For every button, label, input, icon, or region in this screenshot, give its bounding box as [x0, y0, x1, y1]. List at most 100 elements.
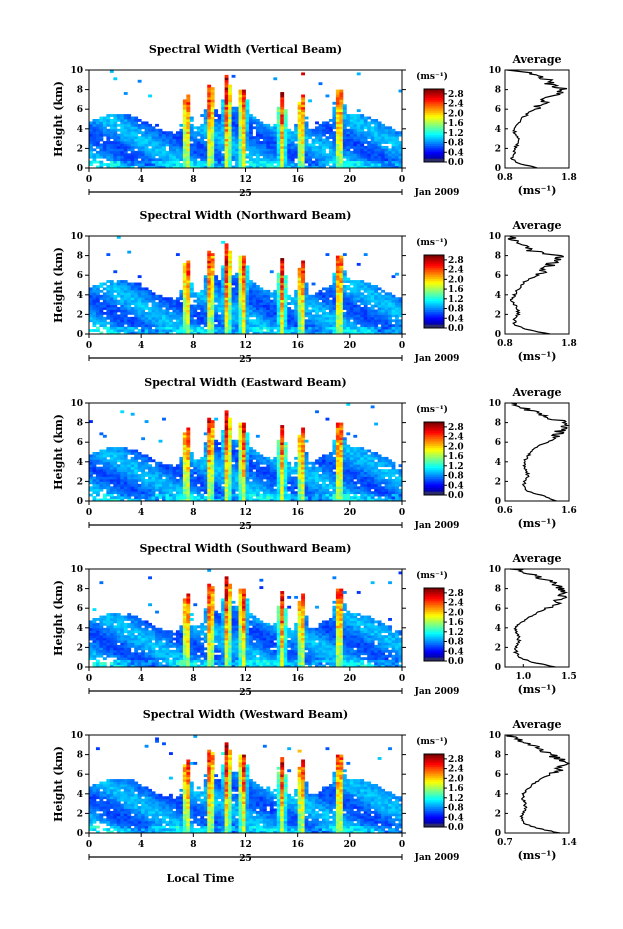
heatmap-cell: [255, 136, 260, 139]
colorbar-cell: [424, 140, 444, 143]
heatmap-cell: [130, 148, 135, 152]
heatmap-cell: [109, 282, 114, 286]
heatmap-cell: [207, 311, 212, 315]
heatmap-cell: [179, 148, 184, 152]
heatmap-cell: [252, 292, 257, 296]
heatmap-cell: [398, 155, 403, 159]
heatmap-cell: [248, 153, 253, 157]
heatmap-cell: [388, 131, 392, 135]
heatmap-cell: [388, 292, 392, 296]
heatmap-cell: [207, 265, 212, 269]
heatmap-cell: [196, 143, 201, 147]
heatmap-cell: [196, 131, 201, 135]
heatmap-cell: [360, 285, 365, 288]
heatmap-cell: [245, 498, 250, 502]
colorbar-tick-label: 2.8: [448, 90, 464, 100]
heatmap-cell: [356, 297, 361, 301]
heatmap-cell: [214, 314, 219, 318]
heatmap-cell: [242, 148, 246, 152]
heatmap-cell: [276, 277, 281, 281]
heatmap-cell: [297, 326, 302, 330]
heatmap-cell: [238, 292, 243, 296]
heatmap-cell: [342, 121, 347, 125]
heatmap-cell: [360, 114, 365, 117]
heatmap-cell: [203, 155, 208, 159]
heatmap-cell: [141, 165, 146, 169]
heatmap-cell: [231, 309, 236, 313]
x-tick-label: 16: [291, 341, 304, 351]
heatmap-cell: [245, 326, 250, 330]
heatmap-cell: [116, 292, 121, 296]
heatmap-cell: [165, 478, 170, 482]
heatmap-cell: [144, 163, 149, 166]
heatmap-cell: [398, 150, 403, 154]
heatmap-cell: [186, 153, 191, 157]
heatmap-cell: [203, 150, 208, 154]
heatmap-cell: [221, 498, 226, 502]
heatmap-cell: [106, 469, 111, 472]
heatmap-cell: [221, 481, 226, 485]
heatmap-cell: [95, 307, 100, 310]
heatmap-cell: [123, 119, 128, 122]
heatmap-cell: [130, 464, 135, 468]
heatmap-cell: [224, 319, 229, 323]
heatmap-cell: [207, 491, 212, 495]
heatmap-cell: [196, 319, 201, 323]
heatmap-cell: [301, 289, 306, 293]
heatmap-cell: [102, 304, 107, 308]
heatmap-cell: [127, 316, 132, 320]
heatmap-cell: [308, 321, 312, 325]
heatmap-cell: [259, 314, 264, 318]
heatmap-cell: [269, 329, 274, 332]
heatmap-cell: [342, 275, 347, 279]
heatmap-cell: [308, 329, 312, 332]
heatmap-cell: [287, 331, 292, 335]
heatmap-cell: [102, 483, 107, 487]
heatmap-cell: [242, 444, 246, 448]
heatmap-cell: [262, 163, 267, 166]
heatmap-cell: [322, 331, 326, 335]
heatmap-cell: [245, 464, 250, 468]
heatmap-cell: [248, 452, 253, 455]
heatmap-cell: [207, 89, 212, 93]
heatmap-cell: [137, 155, 142, 159]
heatmap-cell: [255, 483, 260, 487]
heatmap-cell: [335, 114, 340, 117]
heatmap-cell: [346, 128, 351, 132]
heatmap-cell: [99, 316, 104, 320]
colorbar-cell: [424, 326, 444, 329]
heatmap-cell: [99, 469, 104, 472]
heatmap-cell: [346, 160, 351, 164]
heatmap-cell: [259, 148, 264, 152]
heatmap-cell: [283, 329, 288, 332]
heatmap-cell: [235, 452, 239, 455]
heatmap-cell: [224, 116, 229, 120]
heatmap-cell: [228, 285, 232, 288]
heatmap-cell: [255, 491, 260, 495]
heatmap-cell: [141, 483, 146, 487]
heatmap-cell: [395, 316, 399, 320]
heatmap-cell: [297, 324, 302, 328]
heatmap-cell: [245, 311, 250, 315]
heatmap-cell: [395, 314, 399, 318]
heatmap-cell: [242, 476, 246, 480]
heatmap-cell: [207, 319, 212, 323]
heatmap-cell: [148, 289, 152, 293]
heatmap-cell: [356, 262, 361, 266]
heatmap-cell: [367, 319, 372, 323]
heatmap-cell: [221, 466, 226, 470]
heatmap-cell: [248, 280, 253, 283]
heatmap-cell: [353, 294, 358, 298]
heatmap-cell: [377, 304, 382, 308]
heatmap-cell: [186, 294, 191, 298]
heatmap-cell: [102, 459, 107, 463]
heatmap-cell: [242, 260, 246, 264]
heatmap-cell: [109, 294, 114, 298]
heatmap-cell: [349, 150, 354, 154]
heatmap-cell: [214, 483, 219, 487]
heatmap-cell: [273, 297, 278, 301]
heatmap-cell: [193, 469, 198, 472]
heatmap-cell: [155, 294, 159, 298]
heatmap-cell: [235, 158, 239, 162]
heatmap-cell: [363, 150, 368, 154]
